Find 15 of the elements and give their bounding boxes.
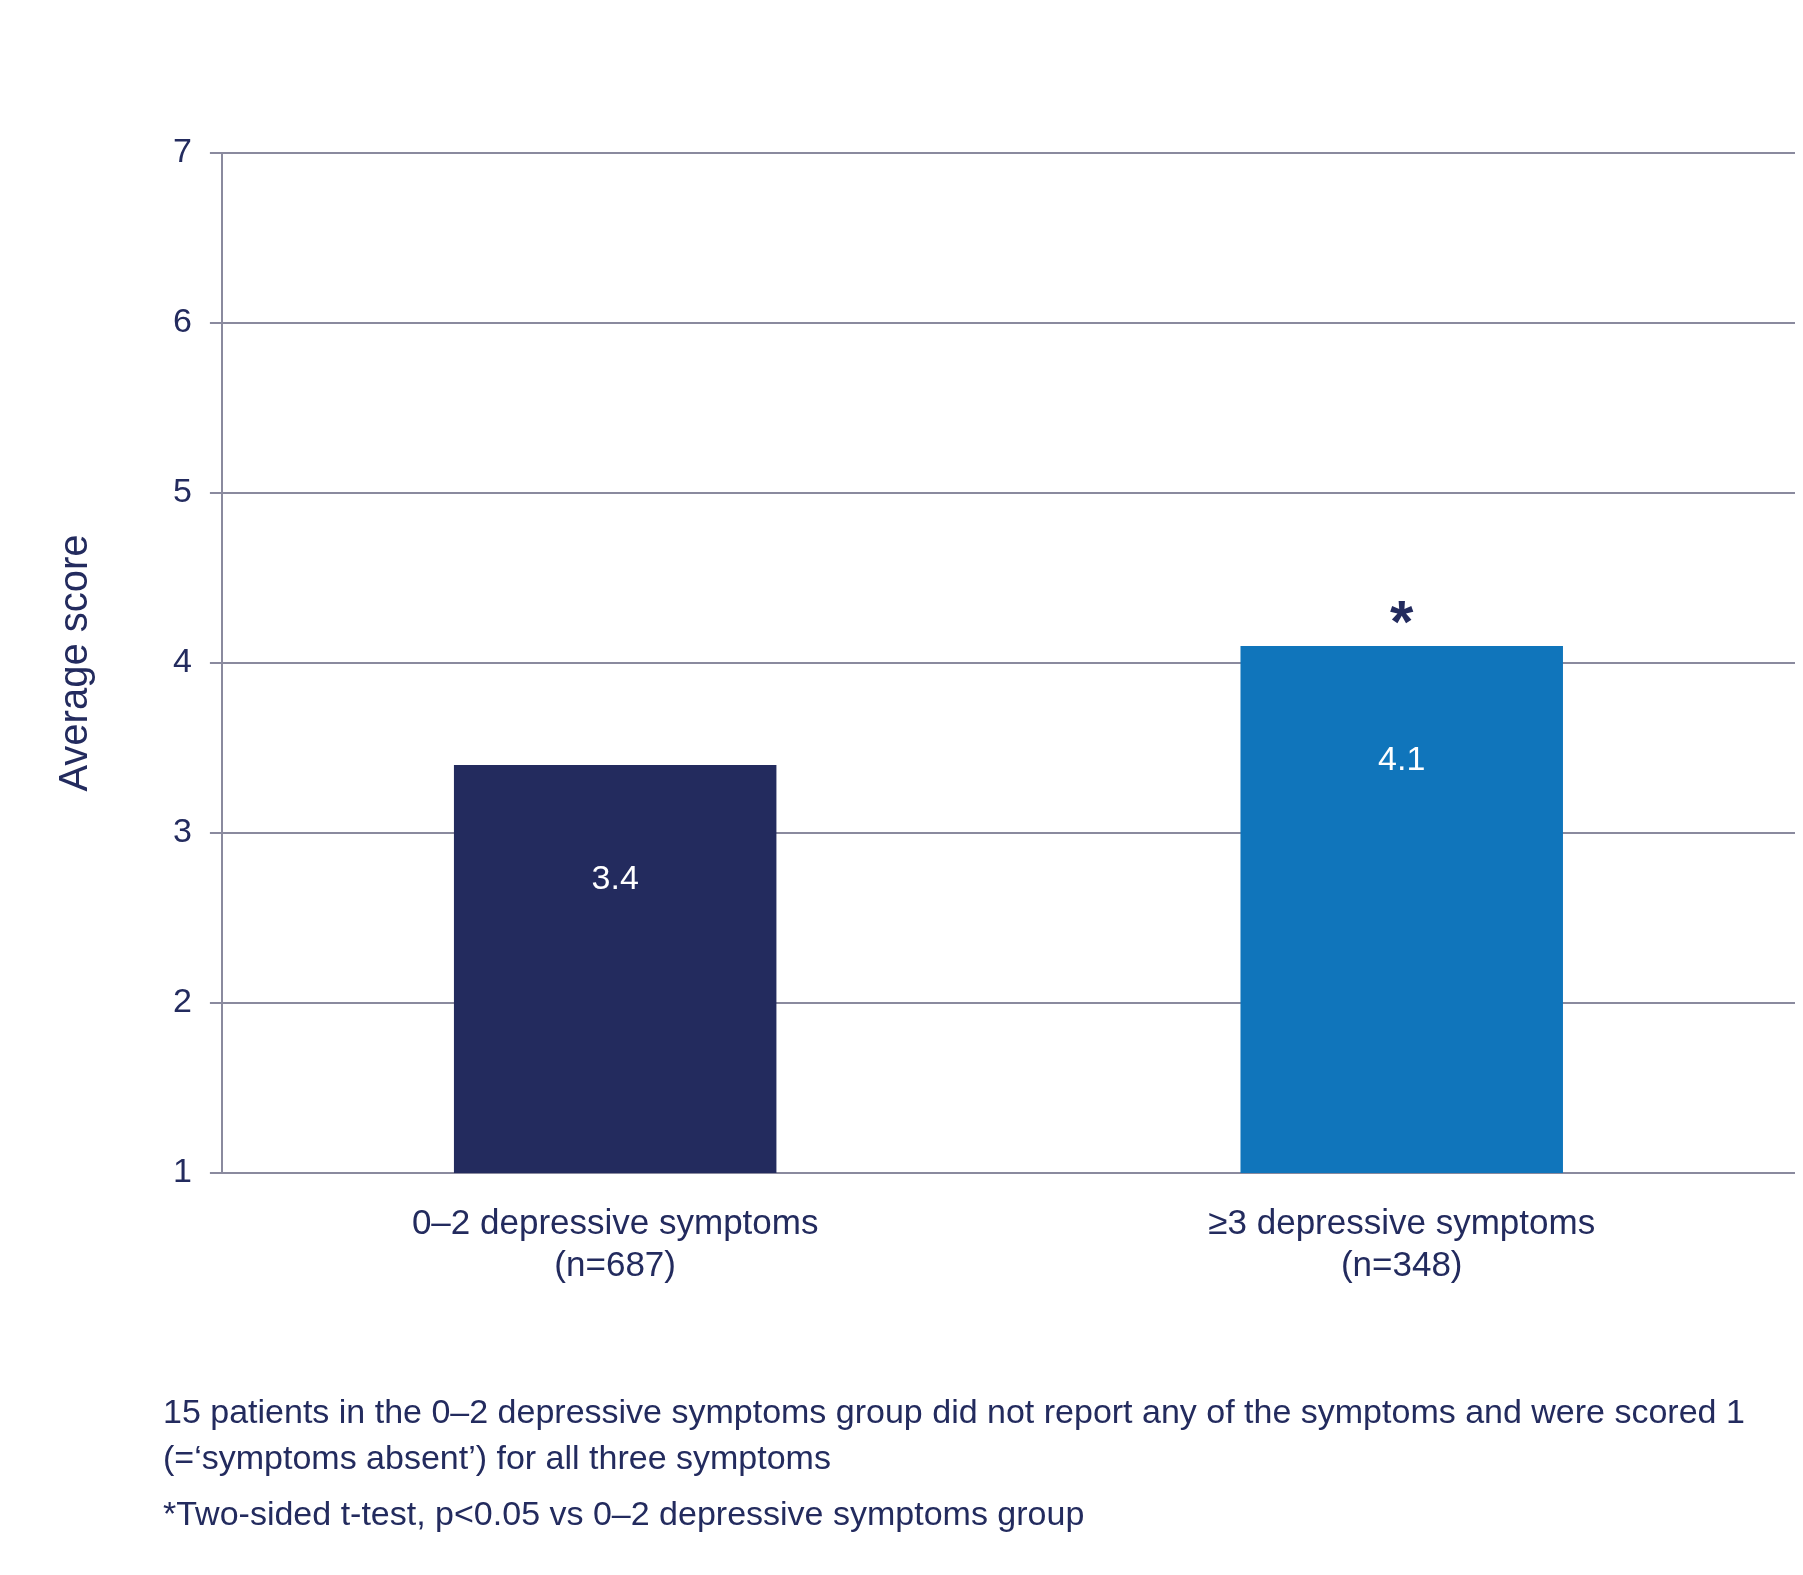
text: *Two-sided t-test, p<0.05 vs 0–2 depressive symptoms group — [163, 1494, 1085, 1532]
x-tick-label: 0–2 depressive symptoms (n=687) — [411, 1201, 819, 1283]
y-tick-label: 2 — [172, 981, 192, 1020]
annotation: * — [1390, 588, 1415, 655]
text: 15 patients in the 0–2 depressive symptoms group did not report any of the symptoms and were scored 1 (=‘symptoms absent’) for all three symptoms — [163, 1392, 1745, 1476]
y-tick-label: 1 — [172, 1151, 192, 1190]
x-tick-label: ≥3 depressive symptoms (n=348) — [1208, 1201, 1596, 1283]
data-label: 4.1 — [1378, 739, 1426, 778]
y-tick-label: 7 — [172, 131, 192, 170]
y-axis-title: Average score — [51, 534, 96, 792]
y-tick-label: 3 — [172, 811, 192, 850]
y-tick-label: 6 — [172, 301, 192, 340]
y-tick-label: 4 — [172, 641, 192, 680]
data-label: 3.4 — [591, 858, 639, 897]
y-tick-label: 5 — [172, 471, 192, 510]
